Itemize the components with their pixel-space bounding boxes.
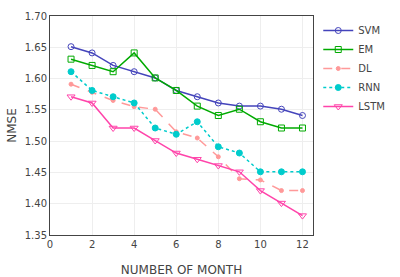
svg-text:NUMBER OF MONTH: NUMBER OF MONTH [121,263,242,277]
svg-text:10: 10 [254,239,267,250]
svg-text:1.55: 1.55 [25,104,47,115]
svg-text:1.65: 1.65 [25,42,47,53]
svg-text:1.45: 1.45 [25,167,47,178]
svg-text:1.50: 1.50 [25,136,47,147]
svg-text:6: 6 [173,239,179,250]
svg-text:NMSE: NMSE [5,108,19,143]
svg-text:1.35: 1.35 [25,230,47,241]
svg-text:8: 8 [215,239,221,250]
svg-text:0: 0 [47,239,53,250]
svg-text:1.60: 1.60 [25,73,47,84]
svg-text:2: 2 [89,239,95,250]
svg-text:DL: DL [358,63,372,74]
svg-text:LSTM: LSTM [358,101,385,112]
svg-text:1.40: 1.40 [25,198,47,209]
svg-text:4: 4 [131,239,137,250]
svg-text:RNN: RNN [358,82,380,93]
svg-text:SVM: SVM [358,25,380,36]
svg-text:12: 12 [296,239,309,250]
svg-text:EM: EM [358,44,373,55]
svg-text:1.70: 1.70 [25,11,47,22]
